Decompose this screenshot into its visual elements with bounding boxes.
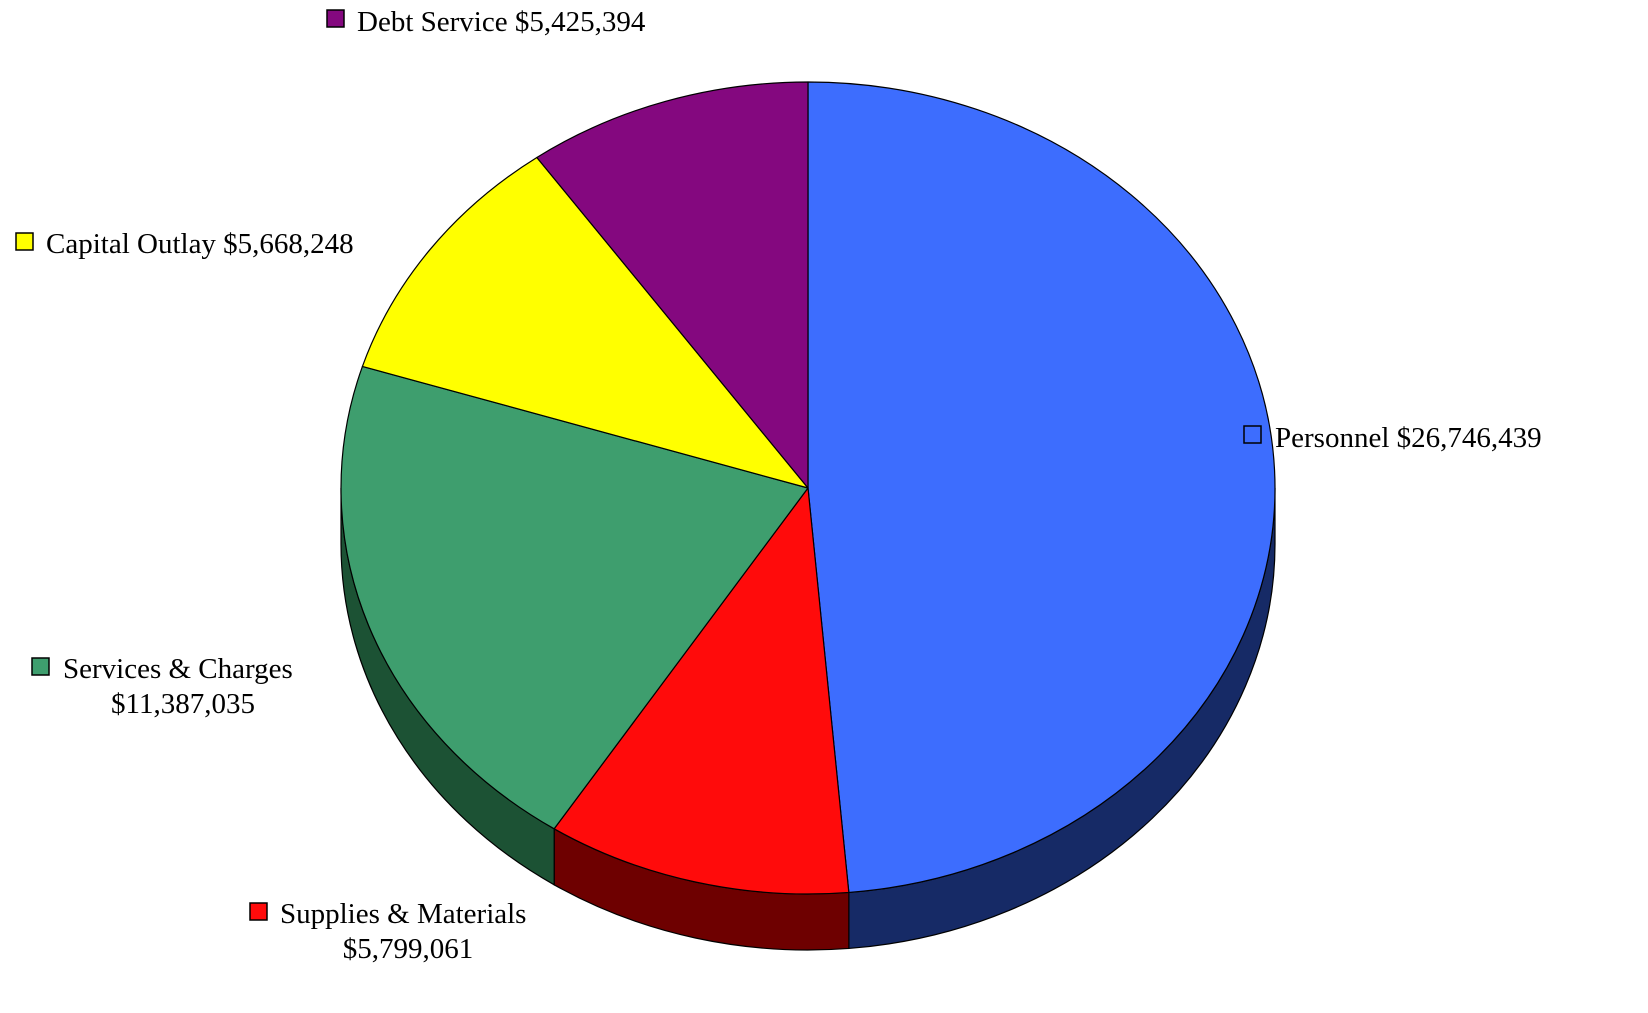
pie-slice-supplies-and-materials	[553, 487, 850, 895]
data-label-capital-outlay: Capital Outlay $5,668,248	[46, 228, 354, 260]
pie-slice-services-and-charges	[340, 365, 809, 830]
legend-swatch-personnel	[1243, 425, 1262, 444]
pie-slices	[340, 81, 1276, 895]
pie-slice-personnel	[807, 81, 1276, 894]
pie-labels: Personnel $26,746,439 Supplies & Material…	[15, 6, 1542, 965]
data-label-supplies-and-materials-name: Supplies & Materials	[280, 898, 526, 930]
data-label-debt-service: Debt Service $5,425,394	[357, 6, 646, 38]
pie-slice-debt-service	[536, 81, 809, 489]
data-label-services-and-charges-name: Services & Charges	[63, 653, 293, 685]
legend-item-supplies-and-materials: Supplies & Materials$5,799,061	[249, 898, 526, 965]
data-label-personnel: Personnel $26,746,439	[1275, 422, 1542, 454]
data-label-supplies-and-materials-value: $5,799,061	[343, 933, 474, 965]
legend-swatch-supplies-and-materials	[249, 902, 268, 921]
pie-slice-capital-outlay	[361, 156, 809, 489]
legend-swatch-capital-outlay	[15, 232, 34, 251]
legend-swatch-services-and-charges	[31, 657, 50, 676]
legend-swatch-debt-service	[326, 9, 345, 28]
legend-item-capital-outlay: Capital Outlay $5,668,248	[15, 228, 354, 260]
legend-item-personnel: Personnel $26,746,439	[1243, 422, 1542, 454]
legend-item-debt-service: Debt Service $5,425,394	[326, 6, 646, 38]
legend-item-services-and-charges: Services & Charges$11,387,035	[31, 653, 293, 720]
data-label-services-and-charges-value: $11,387,035	[111, 688, 255, 720]
